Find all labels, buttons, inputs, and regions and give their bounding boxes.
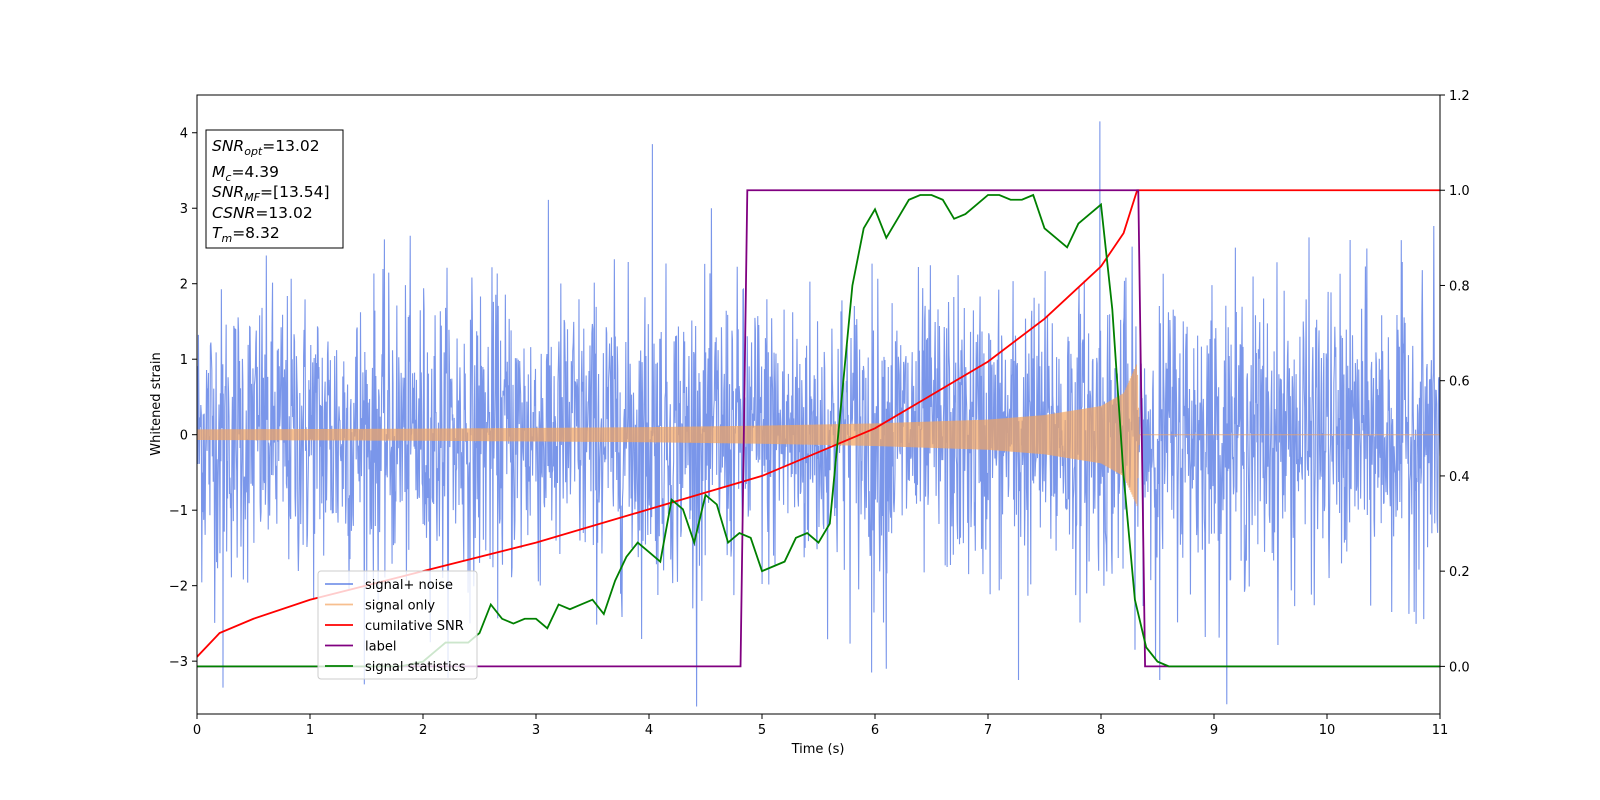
legend-label: signal statistics <box>365 660 466 675</box>
y-tick-label: 0 <box>180 429 188 444</box>
series-signal-only <box>197 364 1440 507</box>
legend: signal+ noise signal only cumilative SNR la… <box>317 570 478 680</box>
y-tick-label: −1 <box>169 504 188 519</box>
y-tick-label: −3 <box>169 655 188 670</box>
legend-label: label <box>365 640 396 655</box>
y-ticks-right: 0.0 0.2 0.4 0.6 0.8 1.0 1.2 <box>1440 89 1470 675</box>
x-tick-label: 6 <box>871 723 879 738</box>
y-right-tick-label: 1.0 <box>1449 184 1470 199</box>
y-right-tick-label: 0.0 <box>1449 660 1470 675</box>
annotation-tm: Tm=8.32 <box>212 224 280 245</box>
x-tick-label: 3 <box>532 723 540 738</box>
y-ticks: −3 −2 −1 0 1 2 3 4 <box>169 127 197 670</box>
x-ticks: 0 1 2 3 4 5 6 7 8 9 10 11 <box>193 714 1448 738</box>
x-tick-label: 1 <box>306 723 314 738</box>
x-tick-label: 4 <box>645 723 653 738</box>
x-axis-label: Time (s) <box>791 742 845 757</box>
y-tick-label: 4 <box>180 127 188 142</box>
annotation-snr-mf: SNRMF=[13.54] <box>212 183 330 204</box>
legend-box <box>317 570 478 680</box>
y-right-tick-label: 0.8 <box>1449 279 1470 294</box>
series-signal-noise <box>197 121 1440 707</box>
y-tick-label: 2 <box>180 278 188 293</box>
plot-frame <box>196 94 1441 715</box>
x-tick-label: 8 <box>1097 723 1105 738</box>
x-tick-label: 2 <box>419 723 427 738</box>
x-tick-label: 0 <box>193 723 201 738</box>
legend-label: signal only <box>365 599 435 614</box>
y-right-tick-label: 0.2 <box>1449 565 1470 580</box>
legend-label: cumilative SNR <box>365 619 464 634</box>
series-layer <box>197 121 1440 707</box>
annotation-mc: Mc=4.39 <box>212 163 279 184</box>
y-right-tick-label: 0.6 <box>1449 375 1470 390</box>
annotation-snr-opt: SNRopt=13.02 <box>212 137 320 158</box>
x-tick-label: 10 <box>1319 723 1336 738</box>
y-tick-label: 1 <box>180 353 188 368</box>
y-right-tick-label: 1.2 <box>1449 89 1470 104</box>
y-tick-label: 3 <box>180 202 188 217</box>
y-axis-label: Whitened strain <box>149 352 164 455</box>
x-tick-label: 9 <box>1210 723 1218 738</box>
annotation-box: SNRopt=13.02 Mc=4.39 SNRMF=[13.54] CSNR=… <box>205 129 344 249</box>
series-signal-statistics <box>197 193 1440 668</box>
x-tick-label: 11 <box>1432 723 1449 738</box>
x-tick-label: 7 <box>984 723 992 738</box>
annotation-csnr: CSNR=13.02 <box>212 204 313 222</box>
series-cumulative-snr <box>197 189 1440 658</box>
y-tick-label: −2 <box>169 580 188 595</box>
y-right-tick-label: 0.4 <box>1449 470 1470 485</box>
x-tick-label: 5 <box>758 723 766 738</box>
legend-label: signal+ noise <box>365 578 453 593</box>
